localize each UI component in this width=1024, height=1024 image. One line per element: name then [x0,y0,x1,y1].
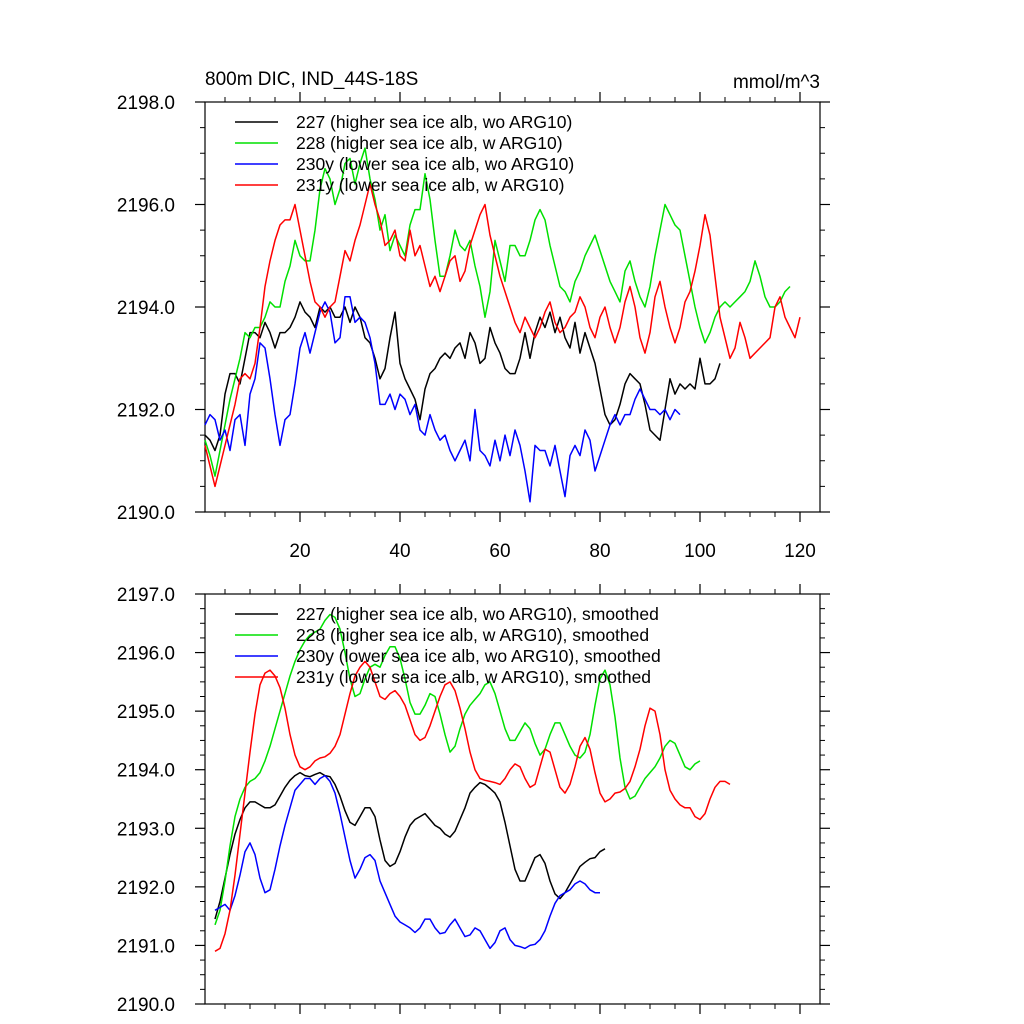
top-panel: 800m DIC, IND_44S-18S mmol/m^3 2190.0219… [117,69,830,562]
y-tick-label: 2196.0 [117,196,175,217]
y-tick-label: 2190.0 [117,503,175,524]
legend: 227 (higher sea ice alb, wo ARG10), smoo… [235,604,661,687]
axis-ticks [195,584,830,1014]
chart-title: 800m DIC, IND_44S-18S [205,69,418,90]
legend-label-230: 230y (lower sea ice alb, wo ARG10) [296,154,574,174]
y-tick-label: 2197.0 [117,585,175,606]
legend-label-231: 231y (lower sea ice alb, w ARG10) [296,175,564,195]
y-tick-label: 2192.0 [117,878,175,899]
legend-label-227: 227 (higher sea ice alb, wo ARG10) [296,112,572,132]
legend: 227 (higher sea ice alb, wo ARG10)228 (h… [235,112,574,195]
legend-label-228: 228 (higher sea ice alb, w ARG10), smoot… [296,625,649,645]
y-tick-label: 2192.0 [117,401,175,422]
legend-label-230: 230y (lower sea ice alb, wo ARG10), smoo… [296,646,661,666]
x-tick-label: 120 [784,541,816,562]
y-tick-label: 2195.0 [117,702,175,723]
legend-label-227: 227 (higher sea ice alb, wo ARG10), smoo… [296,604,659,624]
legend-label-231: 231y (lower sea ice alb, w ARG10), smoot… [296,667,651,687]
unit-label: mmol/m^3 [733,72,820,93]
x-tick-label: 40 [389,541,410,562]
x-tick-label: 80 [589,541,610,562]
series-line-228 [214,613,701,926]
series-lines [214,613,731,952]
y-tick-label: 2194.0 [117,761,175,782]
y-tick-label: 2191.0 [117,936,175,957]
series-line-231 [214,660,731,952]
x-tick-labels: 20 40 60 80 100 120 [289,541,815,562]
x-tick-label: 60 [489,541,510,562]
y-tick-label: 2190.0 [117,995,175,1016]
y-tick-labels: 2190.0 2191.0 2192.0 2193.0 2194.0 2195.0 2196… [117,585,175,1016]
y-tick-label: 2198.0 [117,93,175,114]
y-tick-label: 2196.0 [117,644,175,665]
legend-label-228: 228 (higher sea ice alb, w ARG10) [296,133,563,153]
series-line-227 [204,301,721,452]
series-line-228 [204,147,791,477]
y-tick-label: 2193.0 [117,819,175,840]
series-line-230 [204,296,681,503]
series-line-227 [214,771,606,920]
series-lines [204,147,801,503]
y-tick-labels: 2190.0 2192.0 2194.0 2196.0 2198.0 [117,93,175,524]
x-tick-label: 20 [289,541,310,562]
x-tick-label: 100 [684,541,716,562]
bottom-panel: 2190.0 2191.0 2192.0 2193.0 2194.0 2195.0 2196… [117,584,830,1016]
axis-ticks [195,92,830,522]
series-line-230 [214,774,600,950]
series-line-231 [204,183,801,488]
y-tick-label: 2194.0 [117,298,175,319]
